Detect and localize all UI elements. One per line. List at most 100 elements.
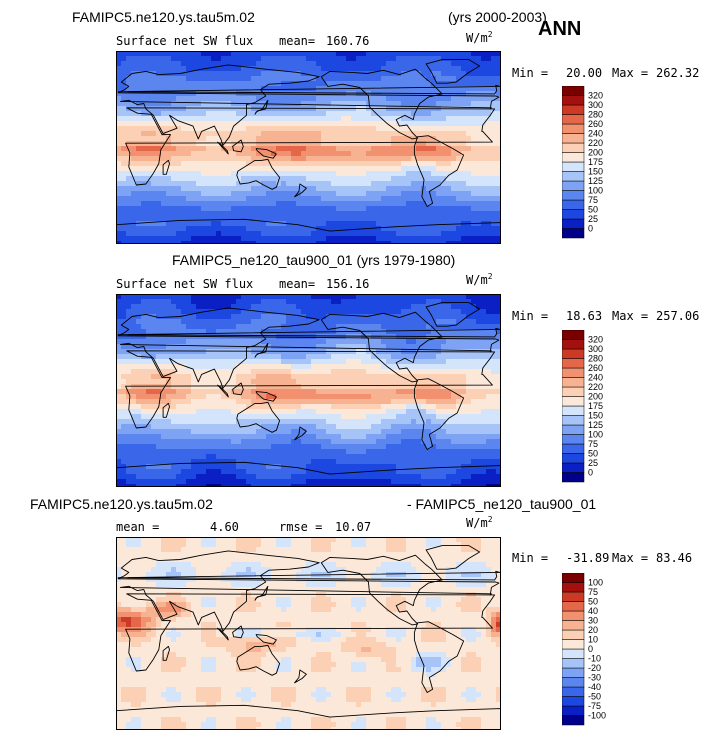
map-cell	[346, 379, 352, 385]
map-cell	[461, 374, 467, 380]
map-cell	[461, 146, 467, 152]
map-cell	[241, 136, 247, 142]
map-cell	[366, 241, 372, 244]
map-cell	[341, 314, 347, 320]
map-cell	[176, 126, 182, 132]
map-cell	[456, 304, 462, 310]
map-cell	[156, 86, 162, 92]
map-cell	[276, 319, 282, 325]
map-cell	[346, 294, 352, 300]
map-cell	[221, 329, 227, 335]
map-cell	[121, 349, 127, 355]
map-cell	[146, 61, 152, 67]
map-cell	[271, 359, 277, 365]
map-cell	[121, 409, 127, 415]
map-cell	[236, 294, 242, 300]
map-cell	[446, 294, 452, 300]
map-cell	[406, 56, 412, 62]
map-cell	[411, 171, 417, 177]
map-cell	[441, 196, 447, 202]
map-cell	[391, 329, 397, 335]
map-cell	[246, 226, 252, 232]
map-cell	[256, 186, 262, 192]
map-cell	[421, 141, 427, 147]
map-cell	[461, 156, 467, 162]
map-cell	[496, 344, 501, 350]
map-cell	[196, 399, 202, 405]
map-cell	[161, 126, 167, 132]
map-cell	[331, 359, 337, 365]
map-cell	[391, 319, 397, 325]
map-cell	[131, 161, 137, 167]
map-cell	[481, 191, 487, 197]
map-cell	[201, 344, 207, 350]
map-cell	[426, 51, 432, 57]
map-cell	[401, 221, 407, 227]
map-cell	[231, 96, 237, 102]
map-cell	[316, 394, 322, 400]
map-cell	[121, 404, 127, 410]
panel1-mean-value: 160.76	[326, 34, 370, 48]
map-cell	[451, 304, 457, 310]
map-cell	[381, 309, 387, 315]
map-cell	[266, 176, 272, 182]
map-cell	[491, 66, 497, 72]
map-cell	[266, 86, 272, 92]
map-cell	[416, 211, 422, 217]
map-cell	[251, 206, 257, 212]
map-cell	[356, 299, 362, 305]
map-cell	[376, 339, 382, 345]
map-cell	[306, 374, 312, 380]
map-cell	[126, 126, 132, 132]
map-cell	[241, 116, 247, 122]
map-cell	[371, 186, 377, 192]
map-cell	[346, 156, 352, 162]
map-cell	[146, 419, 152, 425]
map-cell	[311, 359, 317, 365]
map-cell	[181, 211, 187, 217]
map-cell	[331, 299, 337, 305]
map-cell	[396, 141, 402, 147]
map-cell	[296, 191, 302, 197]
map-cell	[191, 61, 197, 67]
map-cell	[171, 81, 177, 87]
map-cell	[366, 91, 372, 97]
map-cell	[181, 76, 187, 82]
map-cell	[206, 181, 212, 187]
map-cell	[146, 151, 152, 157]
map-cell	[471, 379, 477, 385]
map-cell	[366, 121, 372, 127]
map-cell	[486, 236, 492, 242]
map-cell	[406, 101, 412, 107]
map-cell	[141, 136, 147, 142]
map-cell	[251, 76, 257, 82]
map-cell	[401, 319, 407, 325]
map-cell	[411, 231, 417, 237]
map-cell	[326, 66, 332, 72]
map-cell	[466, 181, 472, 187]
map-cell	[261, 314, 267, 320]
map-cell	[256, 176, 262, 182]
map-cell	[416, 206, 422, 212]
map-cell	[296, 101, 302, 107]
map-cell	[456, 126, 462, 132]
map-cell	[416, 71, 422, 77]
map-cell	[286, 146, 292, 152]
map-cell	[131, 81, 137, 87]
map-cell	[366, 409, 372, 415]
map-cell	[376, 384, 382, 390]
map-cell	[456, 394, 462, 400]
map-cell	[271, 56, 277, 62]
map-cell	[446, 379, 452, 385]
map-cell	[436, 354, 442, 360]
map-cell	[126, 156, 132, 162]
map-cell	[441, 344, 447, 350]
map-cell	[226, 106, 232, 112]
map-cell	[481, 171, 487, 177]
map-cell	[471, 81, 477, 87]
map-cell	[166, 161, 172, 167]
map-cell	[451, 339, 457, 345]
map-cell	[201, 369, 207, 375]
map-cell	[436, 201, 442, 207]
map-cell	[126, 131, 132, 137]
